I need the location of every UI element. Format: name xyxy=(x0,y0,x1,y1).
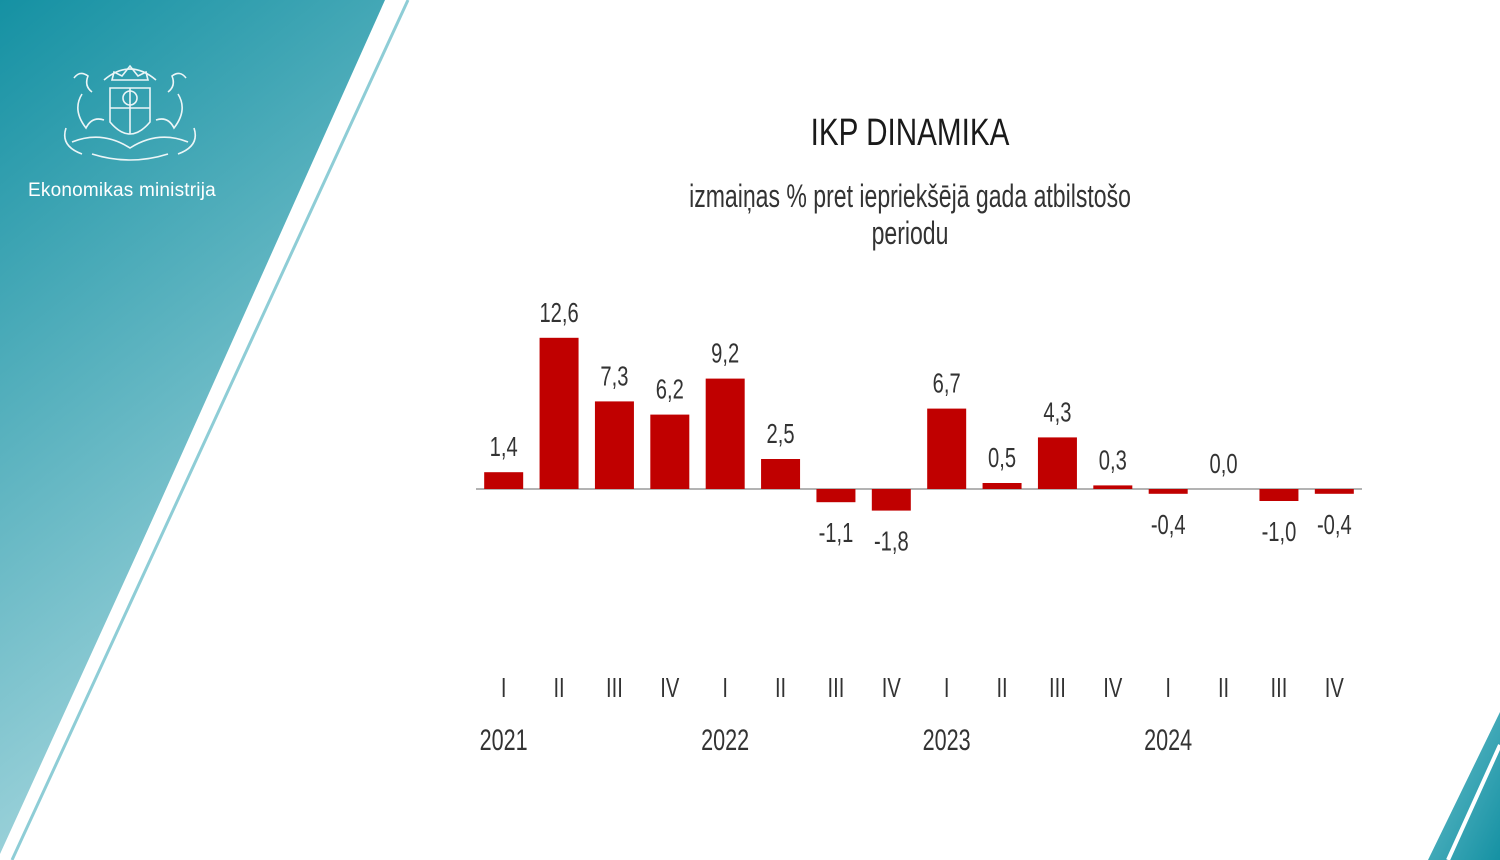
quarter-tick-label: IV xyxy=(1103,673,1123,704)
data-label: -0,4 xyxy=(1317,510,1352,541)
bar xyxy=(705,378,745,489)
data-label: -1,0 xyxy=(1262,517,1297,548)
data-label: 1,4 xyxy=(490,432,518,463)
bar xyxy=(761,459,801,489)
data-label: 0,5 xyxy=(988,443,1016,474)
left-band-stripe-outer xyxy=(10,0,410,860)
corner-band xyxy=(1428,712,1500,860)
quarter-tick-label: I xyxy=(501,673,507,704)
bar xyxy=(650,414,690,489)
bar xyxy=(1314,489,1354,494)
bar xyxy=(1259,489,1299,501)
bar xyxy=(484,472,524,489)
bar xyxy=(1093,485,1133,489)
data-label: 6,7 xyxy=(933,368,961,399)
year-label: 2021 xyxy=(480,722,528,756)
quarter-tick-label: II xyxy=(996,673,1007,704)
bar xyxy=(1037,437,1077,489)
quarter-tick-label: III xyxy=(606,673,623,704)
bar xyxy=(1148,489,1188,494)
quarter-tick-label: III xyxy=(828,673,845,704)
quarter-tick-label: II xyxy=(553,673,564,704)
year-label: 2023 xyxy=(923,722,971,756)
data-label: 0,0 xyxy=(1210,449,1238,480)
bar xyxy=(539,337,579,489)
quarter-tick-label: III xyxy=(1271,673,1288,704)
quarter-tick-label: I xyxy=(944,673,950,704)
data-label: 6,2 xyxy=(656,374,684,405)
year-label: 2022 xyxy=(701,722,749,756)
data-label: 9,2 xyxy=(711,338,739,369)
bar xyxy=(982,483,1022,489)
quarter-tick-label: IV xyxy=(882,673,902,704)
bar xyxy=(927,408,967,489)
bar xyxy=(871,489,911,511)
bar xyxy=(594,401,634,489)
data-label: 7,3 xyxy=(600,361,628,392)
data-label: 4,3 xyxy=(1043,397,1071,428)
quarter-tick-label: III xyxy=(1049,673,1066,704)
data-label: -1,8 xyxy=(874,526,909,557)
left-band-stripe xyxy=(0,0,395,860)
quarter-tick-label: IV xyxy=(660,673,680,704)
data-label: 2,5 xyxy=(767,419,795,450)
data-label: -1,1 xyxy=(819,518,854,549)
coat-of-arms-icon xyxy=(63,64,197,161)
data-label: 0,3 xyxy=(1099,445,1127,476)
quarter-tick-label: II xyxy=(1218,673,1229,704)
year-label: 2024 xyxy=(1144,722,1192,756)
corner-band-stripe xyxy=(1446,744,1500,860)
quarter-tick-label: IV xyxy=(1325,673,1345,704)
data-label: 12,6 xyxy=(539,298,578,329)
quarter-tick-label: II xyxy=(775,673,786,704)
quarter-tick-label: I xyxy=(722,673,728,704)
bar xyxy=(816,489,856,503)
data-label: -0,4 xyxy=(1151,510,1186,541)
chart-title: IKP DINAMIKA xyxy=(810,112,1010,154)
quarter-tick-label: I xyxy=(1165,673,1171,704)
chart-subtitle: izmaiņas % pret iepriekšējā gada atbilst… xyxy=(689,178,1131,251)
organization-name: Ekonomikas ministrija xyxy=(28,180,216,201)
